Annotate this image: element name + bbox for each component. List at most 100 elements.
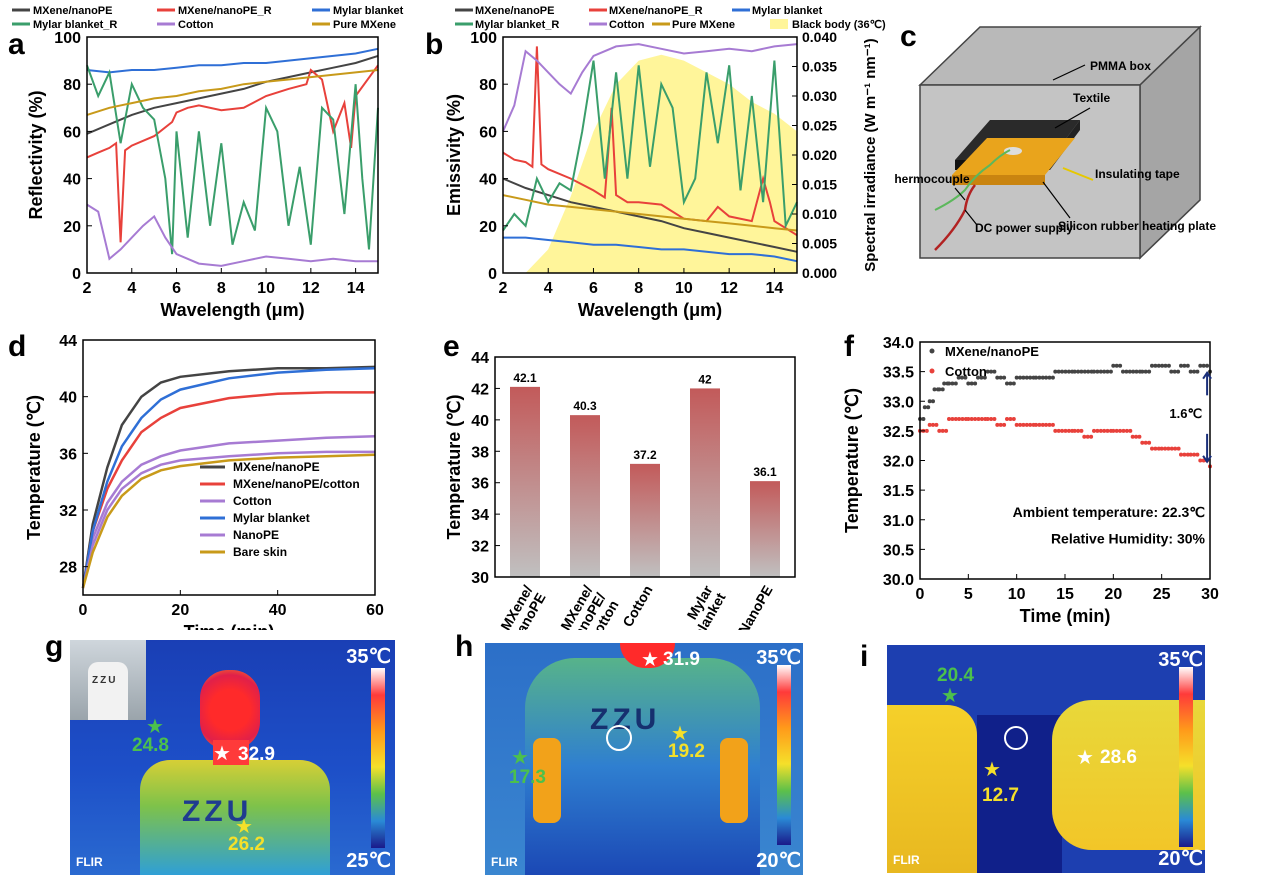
chart-b-emissivity: 2 4 6 8 10 12 14 0 20 40 60 80 100 0.000 0.005 0.010 0.0… — [444, 5, 886, 320]
scatter-point-f-0 — [976, 375, 980, 380]
star-label-h-2: 17.3 — [509, 767, 546, 788]
scatter-point-f-0 — [1182, 363, 1187, 368]
legend-label-b: MXene/nanoPE_R — [609, 5, 703, 17]
scatter-point-f-1 — [927, 422, 932, 427]
panel-letter-i: i — [860, 640, 869, 673]
arm-left-h — [533, 738, 561, 823]
scatter-point-f-1 — [1150, 446, 1154, 451]
scatter-point-f-1 — [1192, 452, 1197, 457]
scatter-point-f-1 — [1066, 428, 1071, 433]
scatter-point-f-0 — [1044, 375, 1049, 380]
y-tick-label-f: 32.0 — [883, 454, 914, 471]
scatter-point-f-0 — [979, 375, 984, 380]
scale-top-i: 35℃ — [1158, 649, 1203, 671]
scatter-point-f-0 — [1086, 369, 1091, 374]
scatter-point-f-1 — [1047, 422, 1052, 427]
scatter-point-f-1 — [947, 417, 951, 421]
x-axis-label-f: Time (min) — [1020, 606, 1111, 626]
scatter-point-f-1 — [1050, 422, 1055, 427]
scatter-point-f-1 — [934, 422, 939, 427]
scatter-point-f-0 — [927, 399, 932, 404]
arrow-tape — [1062, 167, 1094, 181]
y2-axis-label-b: Spectral irradiance (W m⁻¹ nm⁻¹) — [862, 38, 879, 271]
panel-letter-a: a — [8, 28, 25, 61]
scatter-point-f-0 — [1063, 369, 1068, 374]
legend-label-d: Cotton — [233, 494, 272, 508]
y2-tick-label-b: 0.025 — [802, 118, 837, 134]
star-icon-i-3: ★ — [983, 759, 1001, 781]
scatter-point-f-0 — [982, 375, 987, 380]
scatter-point-f-1 — [1195, 452, 1200, 457]
legend-label-d: Mylar blanket — [233, 511, 310, 525]
colorbar-h — [777, 665, 791, 845]
series-line-d-5 — [81, 453, 376, 589]
scatter-point-f-0 — [1143, 369, 1148, 374]
y-tick-label-e: 42 — [471, 381, 489, 398]
scale-bottom-h: 20℃ — [756, 850, 801, 872]
scatter-point-f-1 — [1079, 428, 1084, 433]
scatter-point-f-0 — [1072, 369, 1077, 374]
y-tick-label-d: 32 — [59, 503, 77, 520]
chart-d-temperature: 0 20 40 60 28 32 36 40 44 Time (min) Temperature (… — [24, 333, 384, 630]
scatter-point-f-1 — [1011, 417, 1016, 421]
scatter-point-f-1 — [1002, 422, 1007, 427]
scatter-point-f-1 — [1056, 428, 1061, 433]
star-icon-g-1: ★ — [146, 716, 164, 738]
y-tick-label-b: 60 — [479, 124, 497, 141]
scatter-point-f-1 — [1179, 452, 1183, 457]
series-line-d-3 — [81, 367, 376, 589]
scatter-point-f-0 — [1127, 369, 1132, 374]
scatter-point-f-0 — [1156, 363, 1161, 368]
x-tick-label-f: 0 — [916, 586, 925, 603]
y-tick-label-f: 33.5 — [883, 365, 914, 382]
x-tick-label-f: 20 — [1104, 586, 1122, 603]
arrowhead-down-f — [1202, 455, 1212, 464]
star-icon-h-2: ★ — [511, 747, 529, 769]
scatter-point-f-1 — [1018, 422, 1023, 427]
x-tick-label-a: 6 — [172, 280, 181, 297]
scatter-point-f-1 — [1156, 446, 1161, 451]
x-tick-label-b: 4 — [544, 280, 553, 297]
y-tick-label-f: 34.0 — [883, 335, 914, 352]
label-pmma-box: PMMA box — [1090, 59, 1151, 73]
scatter-point-f-0 — [931, 399, 935, 404]
scatter-point-f-0 — [1102, 369, 1107, 374]
x-tick-label-b: 10 — [675, 280, 693, 297]
legend-label-a: Mylar blanket — [333, 5, 404, 17]
scatter-point-f-1 — [1159, 446, 1164, 451]
panel-letter-c: c — [900, 20, 917, 53]
series-line-d-4 — [81, 450, 375, 589]
y-tick-label-b: 40 — [479, 172, 497, 189]
legend-swatch-f — [929, 368, 935, 374]
scatter-point-f-0 — [969, 381, 974, 386]
flir-logo-g: FLIR — [76, 855, 103, 869]
scatter-point-f-0 — [973, 381, 978, 386]
y2-tick-label-b: 0.005 — [802, 236, 837, 252]
panel-letter-g: g — [45, 630, 64, 663]
scatter-point-f-0 — [942, 381, 947, 386]
y-tick-label-f: 31.0 — [883, 513, 914, 530]
category-label-line-e: NanoPE — [735, 583, 776, 631]
bar-e-3 — [690, 388, 720, 577]
x-tick-label-f: 25 — [1153, 586, 1171, 603]
y-tick-label-e: 30 — [471, 570, 489, 587]
annotation-humidity-f: Relative Humidity: 30% — [1051, 530, 1206, 546]
scatter-point-f-0 — [1188, 369, 1193, 374]
label-insulating-tape: Insulating tape — [1095, 167, 1180, 181]
scatter-point-f-1 — [966, 417, 971, 421]
scatter-point-f-1 — [1147, 440, 1152, 445]
scatter-point-f-0 — [926, 405, 931, 410]
scatter-point-f-1 — [1044, 422, 1049, 427]
scale-bottom-g: 25℃ — [346, 850, 391, 872]
x-tick-label-a: 4 — [127, 280, 136, 297]
y2-tick-label-b: 0.030 — [802, 88, 837, 104]
scatter-point-f-0 — [1118, 363, 1123, 368]
scatter-point-f-1 — [973, 417, 978, 421]
scatter-point-f-0 — [960, 375, 964, 380]
x-tick-label-b: 14 — [765, 280, 783, 297]
x-tick-label-d: 60 — [366, 602, 384, 619]
chart-e-bars: 42.1 MXene/nanoPE 40.3 MXene/nanoPE/cotton 3… — [444, 350, 796, 631]
scatter-point-f-0 — [1028, 375, 1033, 380]
plot-frame — [494, 356, 796, 578]
shirt-text-g: ZZU — [182, 795, 253, 828]
